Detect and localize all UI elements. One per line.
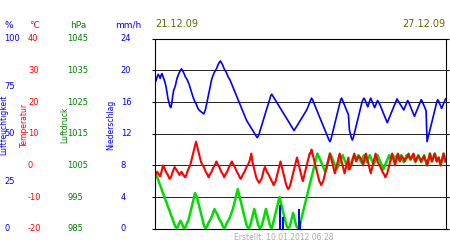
Text: 12: 12 — [121, 129, 131, 138]
Text: -10: -10 — [28, 192, 41, 202]
Text: 8: 8 — [121, 161, 126, 170]
Text: 25: 25 — [4, 177, 15, 186]
Text: 30: 30 — [28, 66, 39, 75]
Text: 0: 0 — [4, 224, 10, 233]
Text: 16: 16 — [121, 98, 131, 106]
Text: 1025: 1025 — [68, 98, 89, 106]
Bar — [300, 221, 301, 229]
Text: 20: 20 — [28, 98, 38, 106]
Text: 27.12.09: 27.12.09 — [402, 19, 446, 29]
Text: Erstellt: 10.01.2012 06:28: Erstellt: 10.01.2012 06:28 — [234, 234, 333, 242]
Text: mm/h: mm/h — [115, 21, 141, 30]
Text: hPa: hPa — [70, 21, 86, 30]
Bar — [298, 209, 300, 229]
Text: Luftfeuchtigkeit: Luftfeuchtigkeit — [0, 95, 8, 155]
Text: 1015: 1015 — [68, 129, 89, 138]
Text: 40: 40 — [28, 34, 38, 43]
Text: 985: 985 — [68, 224, 83, 233]
Text: 1035: 1035 — [68, 66, 89, 75]
Text: 21.12.09: 21.12.09 — [155, 19, 198, 29]
Text: 0: 0 — [28, 161, 33, 170]
Text: 0: 0 — [121, 224, 126, 233]
Text: Temperatur: Temperatur — [20, 103, 29, 147]
Text: 4: 4 — [121, 192, 126, 202]
Text: 1005: 1005 — [68, 161, 89, 170]
Bar — [279, 205, 281, 229]
Text: 20: 20 — [121, 66, 131, 75]
Text: %: % — [4, 21, 13, 30]
Text: Luftdruck: Luftdruck — [61, 107, 70, 143]
Text: 995: 995 — [68, 192, 83, 202]
Text: 100: 100 — [4, 34, 20, 43]
Text: Niederschlag: Niederschlag — [106, 100, 115, 150]
Text: °C: °C — [29, 21, 40, 30]
Bar — [299, 213, 300, 229]
Text: 75: 75 — [4, 82, 15, 91]
Text: 10: 10 — [28, 129, 38, 138]
Text: 24: 24 — [121, 34, 131, 43]
Bar — [283, 217, 284, 229]
Text: -20: -20 — [28, 224, 41, 233]
Text: 50: 50 — [4, 129, 15, 138]
Text: 1045: 1045 — [68, 34, 89, 43]
